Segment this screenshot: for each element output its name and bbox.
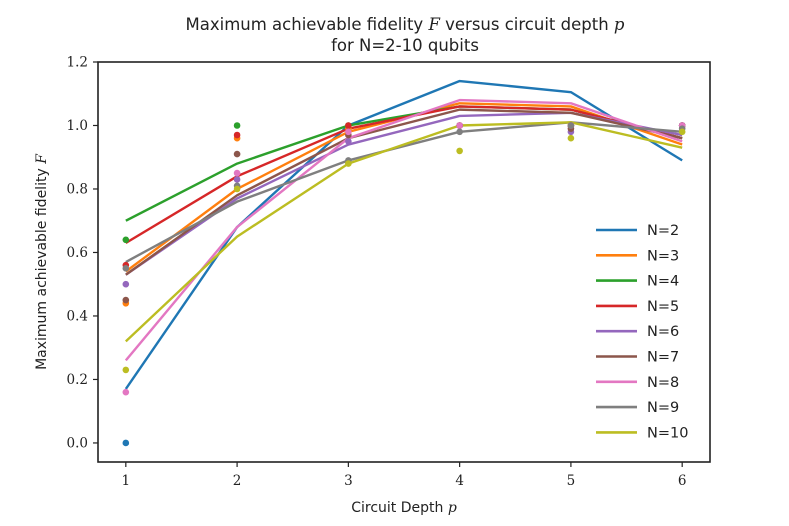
data-point-n-8 (456, 122, 463, 129)
data-point-n-10 (233, 185, 241, 193)
data-point-n-7 (122, 296, 130, 304)
y-axis: 0.0 0.2 0.4 0.6 0.8 1.0 1.2 (67, 55, 98, 451)
data-point-n-10 (122, 366, 130, 374)
x-tick-label: 3 (344, 473, 353, 489)
legend-label: N=7 (647, 350, 679, 366)
data-point-n-5 (345, 122, 352, 129)
data-point-n-9 (456, 128, 463, 136)
data-point-n-4 (122, 236, 130, 244)
data-point-n-6 (345, 138, 352, 145)
data-point-n-10 (567, 134, 575, 142)
y-tick-label: 0.8 (67, 181, 88, 197)
y-tick-label: 1.0 (67, 118, 88, 134)
y-tick-label: 0.6 (67, 245, 88, 261)
data-point-n-5 (233, 131, 241, 139)
series-line-n-7 (125, 108, 683, 276)
data-point-n-4 (233, 122, 241, 129)
data-point-n-10 (456, 147, 463, 155)
data-point-n-8 (233, 169, 241, 177)
chart-title-line2: for N=2-10 qubits (331, 36, 479, 55)
y-tick-label: 0.2 (67, 372, 88, 388)
series-line-n-8 (124, 98, 683, 362)
data-point-n-8 (345, 128, 352, 136)
data-point-n-6 (233, 176, 241, 183)
y-tick-label: 0.0 (67, 435, 88, 451)
series-line-n-9 (125, 121, 683, 264)
x-tick-label: 5 (567, 473, 576, 489)
series-line-n-5 (125, 105, 683, 244)
legend: N=2 N=3 N=4 N=5 N=6 N=7 N=8 N=9 N=10 (596, 223, 688, 441)
legend-label: N=3 (647, 248, 679, 264)
legend-label: N=5 (647, 299, 679, 315)
x-tick-label: 6 (678, 473, 687, 489)
legend-label: N=9 (647, 400, 679, 416)
data-point-n-9 (122, 265, 130, 272)
chart-title-line1: Maximum achievable fidelity F versus cir… (186, 15, 625, 34)
y-tick-label: 0.4 (67, 308, 88, 324)
data-point-n-2 (122, 439, 130, 447)
legend-label: N=4 (647, 274, 679, 290)
data-point-n-10 (345, 160, 352, 167)
y-tick-label: 1.2 (67, 55, 88, 71)
y-axis-label: Maximum achievable fidelity F (34, 153, 50, 370)
legend-label: N=10 (647, 425, 688, 441)
x-axis-label: Circuit Depth p (351, 500, 457, 516)
data-point-n-7 (233, 150, 241, 158)
data-point-n-9 (567, 122, 575, 129)
series-line-n-10 (124, 121, 683, 343)
legend-label: N=2 (647, 223, 679, 239)
data-point-n-10 (678, 128, 686, 136)
data-point-n-8 (122, 388, 130, 396)
legend-label: N=6 (647, 324, 679, 340)
plot-frame (97, 61, 711, 463)
x-tick-label: 4 (455, 473, 464, 489)
series-points (122, 122, 686, 447)
x-tick-label: 1 (122, 473, 131, 489)
x-tick-label: 2 (233, 473, 242, 489)
series-lines (124, 79, 683, 390)
legend-label: N=8 (647, 375, 679, 391)
data-point-n-6 (122, 280, 130, 288)
x-axis: 1 2 3 4 5 6 (122, 462, 687, 489)
